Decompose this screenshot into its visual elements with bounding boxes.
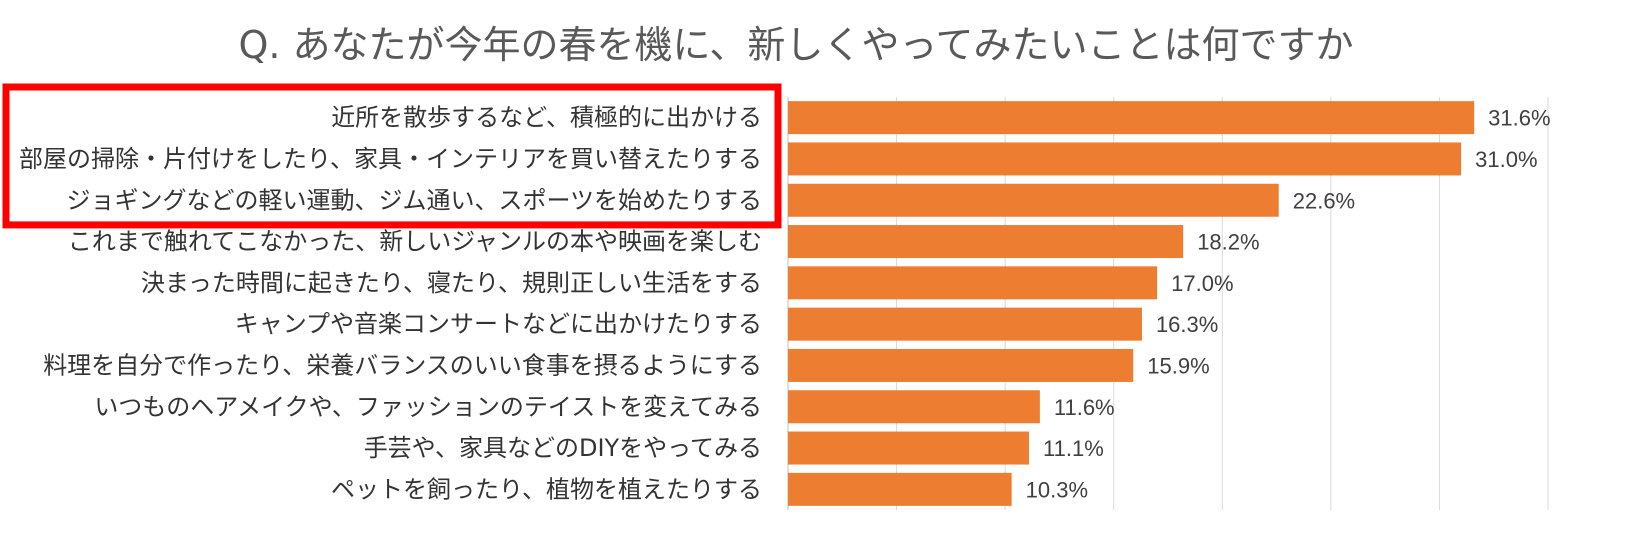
value-label: 11.6% [1054,395,1115,420]
bar [788,472,1012,506]
value-label: 15.9% [1147,353,1209,378]
category-label: 手芸や、家具などのDIYをやってみる [364,434,762,462]
bar [788,225,1184,259]
category-label: いつものヘアメイクや、ファッションのテイストを変えてみる [94,393,762,421]
highlight-box [2,83,782,229]
value-label: 22.6% [1293,188,1355,213]
value-label: 10.3% [1026,477,1088,502]
category-label: ペットを飼ったり、植物を植えたりする [331,475,762,503]
category-label: 料理を自分で作ったり、栄養バランスのいい食事を摂るようにする [43,351,762,379]
value-label: 18.2% [1197,230,1259,255]
bar [788,390,1040,424]
bar [788,307,1142,341]
value-label: 16.3% [1156,312,1218,337]
bar [788,183,1279,217]
category-label: 決まった時間に起きたり、寝たり、規則正しい生活をする [141,269,762,297]
category-label: ジョギングなどの軽い運動、ジム通い、スポーツを始めたりする [66,186,762,214]
bar [788,431,1030,465]
bar [788,348,1134,382]
value-label: 31.0% [1475,147,1537,172]
value-label: 11.1% [1043,436,1104,461]
category-label: 近所を散歩するなど、積極的に出かける [331,104,762,132]
bar [788,142,1462,176]
bar [788,101,1475,135]
category-label: 部屋の掃除・片付けをしたり、家具・インテリアを買い替えたりする [19,145,762,173]
chart-title: Q. あなたが今年の春を機に、新しくやってみたいことは何ですか [238,23,1353,67]
category-labels: 近所を散歩するなど、積極的に出かける部屋の掃除・片付けをしたり、家具・インテリア… [19,104,762,504]
value-label: 31.6% [1488,106,1550,131]
category-label: これまで触れてこなかった、新しいジャンルの本や映画を楽しむ [68,228,762,256]
value-label: 17.0% [1171,271,1233,296]
category-label: キャンプや音楽コンサートなどに出かけたりする [235,310,762,338]
value-labels: 31.6% 31.0% 22.6% 18.2% 17.0% 16.3% 15.9% 11.6%… [1026,106,1551,503]
bars [788,101,1475,506]
bar [788,266,1158,300]
